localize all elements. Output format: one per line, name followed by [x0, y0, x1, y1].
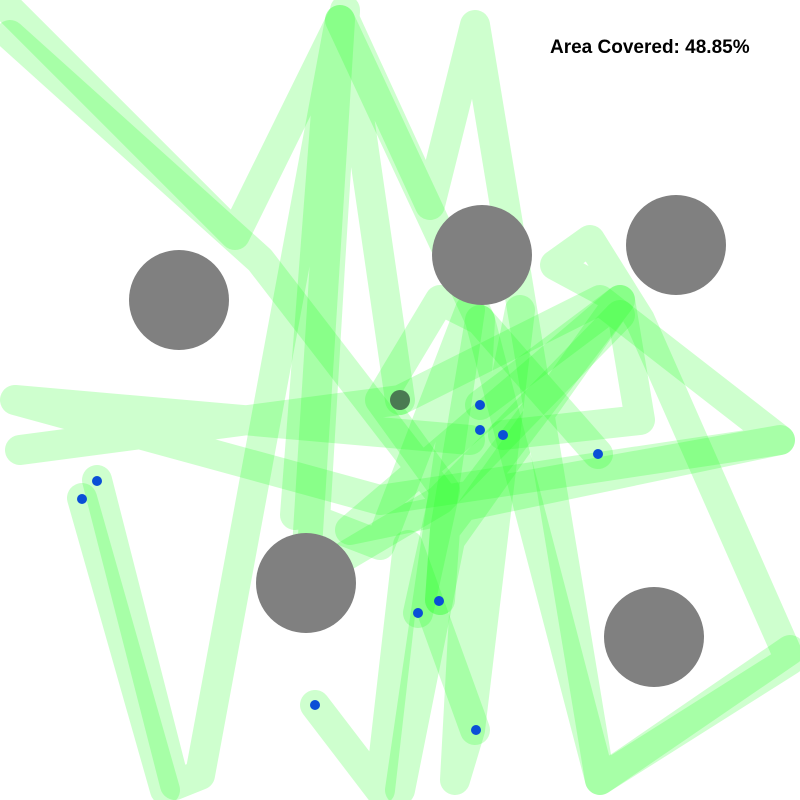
- agent-dot: [475, 425, 485, 435]
- agent-dot: [498, 430, 508, 440]
- coverage-trail: [300, 530, 490, 800]
- coverage-trail: [82, 5, 635, 800]
- coverage-trail: [425, 295, 535, 795]
- obstacle-circle: [432, 205, 532, 305]
- agent-dot: [593, 449, 603, 459]
- agent-dot: [310, 700, 320, 710]
- coverage-trail: [325, 5, 800, 795]
- coverage-trail: [365, 285, 613, 628]
- coverage-trail: [0, 20, 795, 615]
- agent-dot: [413, 608, 423, 618]
- agent-dot: [77, 494, 87, 504]
- obstacle-circle: [129, 250, 229, 350]
- markers: [77, 390, 603, 735]
- agent-dot: [434, 596, 444, 606]
- spawn-marker: [390, 390, 410, 410]
- obstacles: [129, 195, 726, 687]
- obstacle-circle: [604, 587, 704, 687]
- agent-dot: [471, 725, 481, 735]
- agent-dot: [92, 476, 102, 486]
- area-covered-readout: Area Covered: 48.85%: [550, 37, 750, 58]
- obstacle-circle: [256, 533, 356, 633]
- coverage-trail: [465, 285, 655, 450]
- agent-dot: [475, 400, 485, 410]
- coverage-trail: [67, 483, 180, 800]
- obstacle-circle: [626, 195, 726, 295]
